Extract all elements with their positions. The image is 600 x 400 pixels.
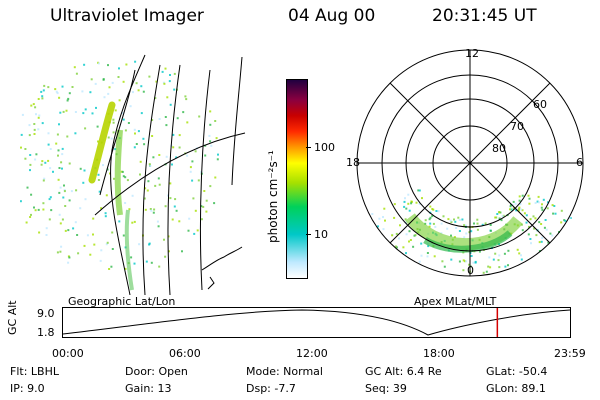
timeline-ylabel: GC Alt	[6, 300, 19, 335]
mlt-label-18: 18	[346, 156, 360, 169]
mlt-label-12: 12	[465, 47, 479, 60]
aurora-arc	[88, 101, 116, 184]
glon-info: GLon: 89.1	[486, 382, 546, 395]
door-info: Door: Open	[125, 365, 188, 378]
filter-info: Flt: LBHL	[10, 365, 59, 378]
ip-info: IP: 9.0	[10, 382, 45, 395]
mlt-label-0: 0	[467, 264, 474, 277]
timeline-xtick-2359: 23:59	[554, 347, 586, 360]
mlt-label-6: 6	[576, 156, 583, 169]
geo-grid-lines	[94, 54, 246, 295]
apex-caption: Apex MLat/MLT	[414, 295, 497, 308]
timeline-xtick-1200: 12:00	[296, 347, 328, 360]
geographic-caption: Geographic Lat/Lon	[68, 295, 176, 308]
colorbar-tick-100: 100	[314, 141, 335, 154]
coastline	[201, 246, 243, 290]
seq-info: Seq: 39	[365, 382, 407, 395]
geographic-image	[20, 54, 246, 295]
mode-info: Mode: Normal	[246, 365, 323, 378]
altitude-timeline	[62, 307, 571, 338]
mlat-label-80: 80	[492, 142, 506, 155]
timeline-xtick-0600: 06:00	[169, 347, 201, 360]
mlat-label-70: 70	[510, 120, 524, 133]
color-scale-bar	[286, 79, 308, 279]
colorbar-tick-10: 10	[314, 228, 328, 241]
observation-time: 20:31:45 UT	[432, 6, 537, 26]
gc-alt-info: GC Alt: 6.4 Re	[365, 365, 442, 378]
timeline-xtick-0000: 00:00	[52, 347, 84, 360]
timeline-ytick-low: 1.8	[37, 326, 55, 339]
gain-info: Gain: 13	[125, 382, 172, 395]
glat-info: GLat: -50.4	[486, 365, 548, 378]
mlat-label-60: 60	[533, 98, 547, 111]
dsp-info: Dsp: -7.7	[246, 382, 296, 395]
polar-grid	[356, 49, 584, 277]
colorbar-unit-label: photon cm⁻²s⁻¹	[266, 150, 280, 243]
timeline-ytick-high: 9.0	[37, 307, 55, 320]
altitude-curve	[62, 309, 571, 336]
polar-aurora-oval	[405, 213, 523, 250]
observation-date: 04 Aug 00	[288, 6, 376, 26]
polar-plot	[356, 49, 584, 277]
timeline-xtick-1800: 18:00	[423, 347, 455, 360]
instrument-title: Ultraviolet Imager	[50, 6, 204, 26]
